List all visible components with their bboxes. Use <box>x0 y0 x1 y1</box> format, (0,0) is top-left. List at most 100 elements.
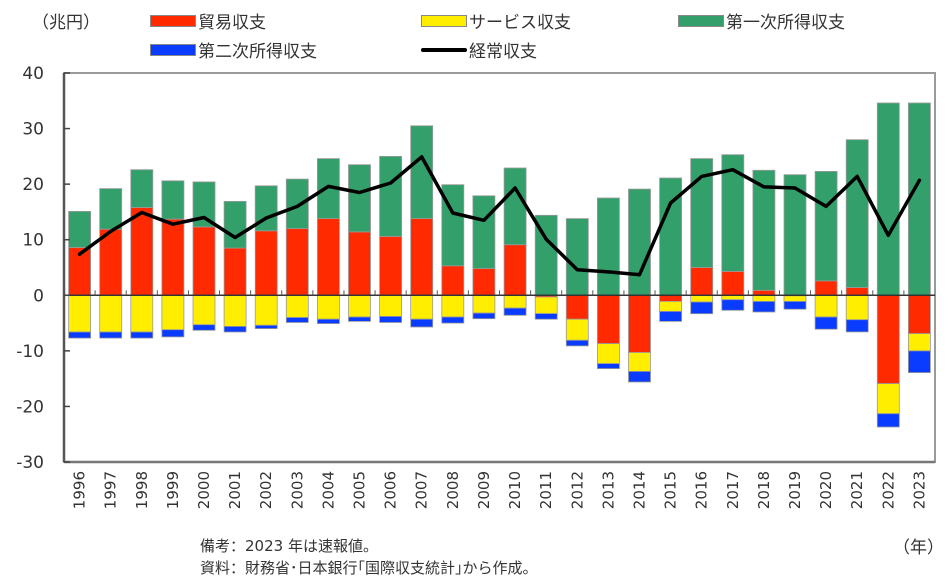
y-tick-label: -20 <box>16 397 44 417</box>
point-current-account-2017 <box>731 168 735 172</box>
bar-trade-2016 <box>690 267 714 296</box>
bar-services-2012 <box>565 318 589 341</box>
x-tick-label: 1998 <box>133 471 151 509</box>
legend-swatch-trade <box>150 14 196 27</box>
bar-trade-2017 <box>721 270 745 296</box>
bar-secondary-income-2006 <box>379 315 403 323</box>
point-current-account-1999 <box>171 222 175 226</box>
y-tick-label: 30 <box>22 120 44 140</box>
x-tick-label: 2017 <box>724 471 742 509</box>
bar-primary-income-2016 <box>690 158 714 268</box>
bar-primary-income-2013 <box>597 197 620 296</box>
note-source: 資料：財務省･日本銀行｢国際収支統計｣から作成。 <box>200 559 538 577</box>
bar-primary-income-2007 <box>410 125 434 220</box>
bar-services-2004 <box>316 294 340 320</box>
bar-primary-income-2020 <box>814 170 838 282</box>
bar-secondary-income-2016 <box>690 301 714 315</box>
legend-label-secondary-income: 第二次所得収支 <box>198 42 317 62</box>
bar-trade-2006 <box>379 235 403 296</box>
bar-trade-1999 <box>161 218 185 296</box>
bar-secondary-income-2011 <box>534 313 558 320</box>
point-current-account-2015 <box>669 201 673 205</box>
point-current-account-2022 <box>886 233 890 237</box>
point-current-account-2010 <box>513 186 517 190</box>
x-tick-label: 2018 <box>755 471 773 509</box>
bar-secondary-income-1997 <box>99 331 123 339</box>
bar-services-2021 <box>845 294 869 321</box>
bar-primary-income-2005 <box>348 164 371 233</box>
bar-services-2002 <box>254 294 278 326</box>
bar-secondary-income-2002 <box>254 324 278 329</box>
bar-services-2011 <box>534 296 558 315</box>
point-current-account-2014 <box>638 273 641 277</box>
point-current-account-1997 <box>109 229 113 233</box>
bar-trade-2014 <box>628 294 651 353</box>
bar-trade-2022 <box>876 294 900 385</box>
y-tick-label: 20 <box>22 175 44 195</box>
bar-services-2006 <box>379 294 403 317</box>
bar-primary-income-1997 <box>99 188 123 230</box>
bar-services-2007 <box>410 294 434 320</box>
bar-services-2010 <box>503 294 527 309</box>
point-current-account-2013 <box>606 270 610 274</box>
bar-primary-income-2014 <box>628 188 651 296</box>
bar-secondary-income-2013 <box>597 363 620 370</box>
point-current-account-2001 <box>233 236 237 239</box>
x-tick-label: 2002 <box>257 471 275 509</box>
bar-services-2023 <box>908 333 931 352</box>
bar-secondary-income-2009 <box>472 312 496 320</box>
point-current-account-2002 <box>264 216 268 220</box>
bar-primary-income-2001 <box>223 200 247 249</box>
x-tick-label: 2010 <box>506 471 524 509</box>
bar-primary-income-2017 <box>721 154 745 272</box>
bar-secondary-income-1996 <box>68 331 91 339</box>
bar-services-2022 <box>876 383 900 415</box>
x-tick-label: 2007 <box>413 471 431 509</box>
bar-secondary-income-2010 <box>503 307 527 316</box>
y-tick-label: 40 <box>22 64 44 84</box>
bar-services-2001 <box>223 294 247 327</box>
bar-trade-2020 <box>814 280 838 296</box>
point-current-account-2018 <box>762 185 766 189</box>
y-unit-label: （兆円） <box>32 13 100 33</box>
x-tick-label: 1997 <box>102 471 120 509</box>
point-current-account-2021 <box>855 174 859 178</box>
x-tick-label: 1996 <box>71 471 89 509</box>
y-tick-label: -10 <box>16 342 44 362</box>
bar-secondary-income-2001 <box>223 325 247 333</box>
x-tick-label: 2006 <box>382 471 400 509</box>
point-current-account-2005 <box>358 191 361 194</box>
bar-trade-2005 <box>348 231 371 296</box>
legend-label-primary-income: 第一次所得収支 <box>726 13 845 33</box>
bar-trade-2000 <box>192 226 216 296</box>
bar-services-2018 <box>752 294 776 302</box>
x-axis-ticks: 1996 1997 1998 1999 2000 2001 2002 2003 2004 2005… <box>71 290 928 509</box>
legend-item-secondary-income: 第二次所得収支 <box>150 37 317 62</box>
legend-item-primary-income: 第一次所得収支 <box>678 8 845 33</box>
bar-trade-2013 <box>597 294 620 344</box>
point-current-account-2019 <box>793 186 797 190</box>
legend-swatch-secondary-income <box>150 43 196 56</box>
legend-item-trade: 貿易収支 <box>150 8 266 33</box>
point-current-account-1998 <box>140 211 144 214</box>
x-tick-label: 2015 <box>662 471 680 509</box>
x-tick-label: 2013 <box>599 471 617 509</box>
x-tick-label: 2004 <box>319 471 337 509</box>
point-current-account-2000 <box>202 216 206 219</box>
bar-secondary-income-2003 <box>285 317 309 323</box>
bar-services-2008 <box>441 294 465 318</box>
legend-swatch-services <box>421 14 467 27</box>
x-tick-label: 2005 <box>351 471 369 509</box>
point-current-account-2008 <box>451 211 455 215</box>
x-tick-label: 2021 <box>848 471 866 509</box>
bar-services-1999 <box>161 294 185 331</box>
bar-trade-2007 <box>410 218 434 296</box>
bar-primary-income-2003 <box>285 178 309 230</box>
point-current-account-2023 <box>917 178 921 182</box>
bar-primary-income-1996 <box>68 210 91 248</box>
bar-secondary-income-2023 <box>908 350 931 373</box>
bar-primary-income-1999 <box>161 180 185 220</box>
bar-secondary-income-2018 <box>752 300 776 313</box>
bar-secondary-income-2008 <box>441 316 465 324</box>
point-current-account-2020 <box>824 204 828 208</box>
